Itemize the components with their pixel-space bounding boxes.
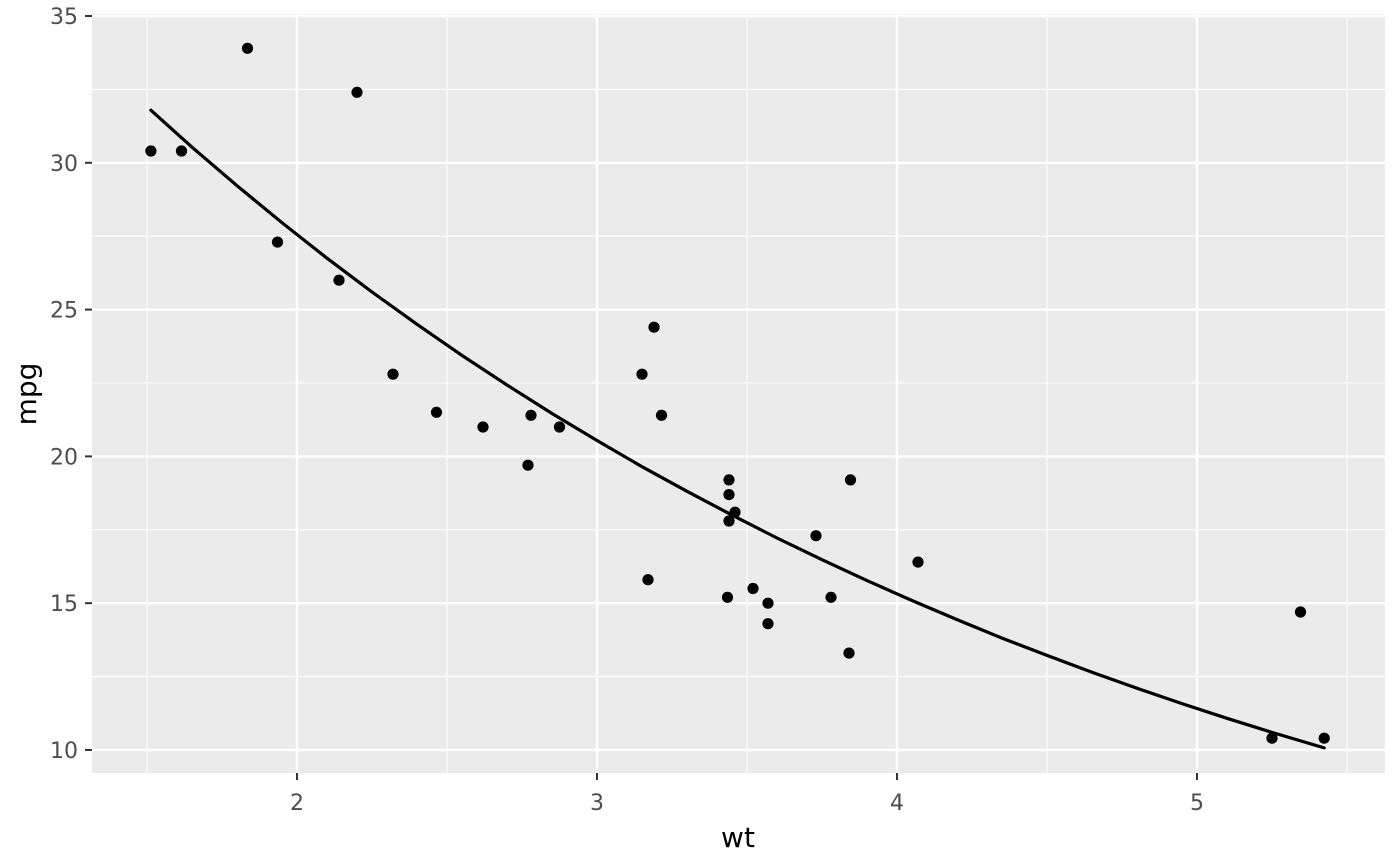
data-points-layer [145, 42, 1330, 744]
data-point [747, 582, 759, 595]
data-point [1294, 606, 1307, 618]
data-point [241, 42, 254, 54]
y-tick-label: 35 [50, 5, 78, 30]
data-point [175, 145, 188, 157]
x-axis-title: wt [721, 821, 755, 854]
data-point [333, 274, 345, 286]
y-tick-label: 20 [50, 445, 78, 470]
x-tick-label: 4 [890, 791, 904, 816]
minor-gridlines [92, 14, 1385, 773]
data-point [522, 459, 534, 471]
data-point [553, 421, 566, 433]
axis-tick-marks [85, 14, 1198, 780]
data-point [723, 489, 735, 501]
y-tick-label: 10 [50, 739, 78, 764]
y-tick-label: 30 [50, 152, 78, 177]
data-point [271, 236, 284, 248]
x-tick-label: 2 [290, 791, 304, 816]
data-point [762, 597, 774, 609]
data-point [430, 406, 443, 418]
data-point [387, 368, 399, 380]
data-point [721, 591, 734, 603]
y-tick-label: 25 [50, 299, 78, 324]
data-point [843, 647, 855, 659]
major-gridlines [92, 14, 1385, 773]
x-axis-tick-labels: 2 3 4 5 [290, 791, 1204, 816]
data-point [145, 145, 157, 157]
data-point [655, 409, 668, 421]
data-point [844, 474, 857, 486]
x-tick-label: 3 [590, 791, 604, 816]
data-point [525, 409, 537, 421]
data-point [642, 574, 654, 586]
data-point [636, 368, 648, 380]
panel-background [92, 14, 1385, 773]
data-point [648, 321, 660, 333]
data-point [825, 591, 837, 603]
data-point [723, 474, 735, 486]
x-tick-label: 5 [1190, 791, 1204, 816]
y-tick-label: 15 [50, 592, 78, 617]
data-point [351, 86, 363, 98]
data-point [1266, 732, 1278, 744]
data-point [729, 506, 741, 518]
data-point [762, 618, 774, 630]
y-axis-title: mpg [10, 363, 43, 426]
data-point [810, 530, 822, 542]
data-point [723, 515, 735, 527]
data-point [1318, 732, 1330, 744]
y-axis-tick-labels: 10 15 20 25 30 35 [50, 5, 78, 764]
data-point [912, 556, 924, 568]
data-point [477, 421, 489, 433]
